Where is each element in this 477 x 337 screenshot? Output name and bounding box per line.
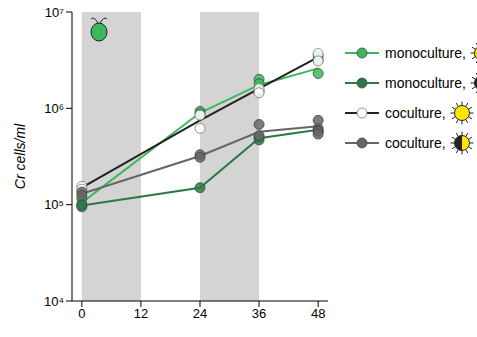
svg-text:10⁷: 10⁷ <box>45 5 64 20</box>
svg-text:10⁴: 10⁴ <box>44 294 64 309</box>
svg-text:10⁵: 10⁵ <box>44 197 64 212</box>
html-text:coculture,: coculture, <box>385 135 446 151</box>
svg-text:Cr cells/ml: Cr cells/ml <box>12 123 28 189</box>
html-text:monoculture,: monoculture, <box>385 75 466 91</box>
svg-text:10⁶: 10⁶ <box>44 101 64 116</box>
svg-text:36: 36 <box>252 306 266 321</box>
svg-text:0: 0 <box>78 306 85 321</box>
html-text:monoculture,: monoculture, <box>385 45 466 61</box>
svg-text:48: 48 <box>311 306 325 321</box>
svg-text:24: 24 <box>193 306 207 321</box>
svg-text:12: 12 <box>134 306 148 321</box>
html-text:coculture,: coculture, <box>385 105 446 121</box>
